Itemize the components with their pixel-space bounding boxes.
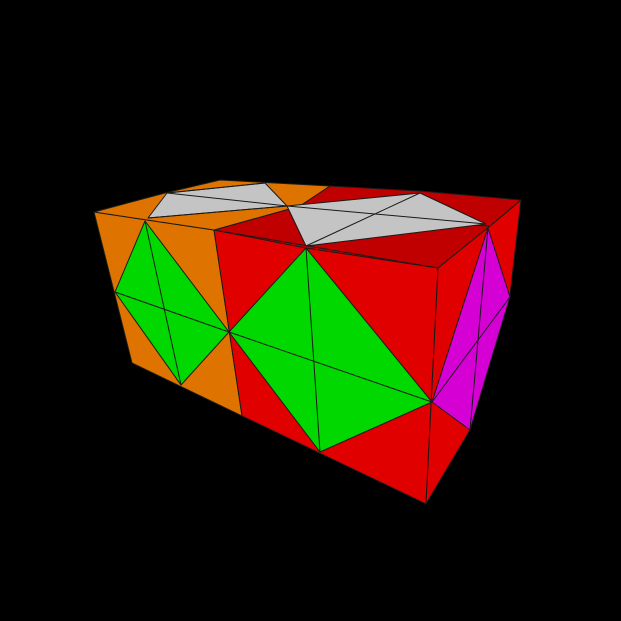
top-face-left-rhombus-diagonal-a [147, 205, 288, 219]
top-face [93, 179, 522, 247]
left-face-diagonal-b [114, 291, 230, 333]
top-face-left-rhombus-cross [166, 192, 288, 207]
left-face-diagonal-a [144, 220, 182, 386]
top-face-right-rhombus-diagonal-b [305, 192, 421, 247]
front-face-edge-top [213, 229, 439, 269]
front-face-diagonal-a [305, 247, 321, 453]
top-face-left-rhombus-diagonal-b [166, 182, 266, 194]
right-face-diagonal-b [431, 296, 511, 403]
right-face-diagonal-a [469, 227, 489, 431]
top-face-right-rhombus-diagonal-a [286, 205, 487, 225]
front-face-diagonal-b [228, 331, 433, 403]
right-face [425, 199, 522, 505]
